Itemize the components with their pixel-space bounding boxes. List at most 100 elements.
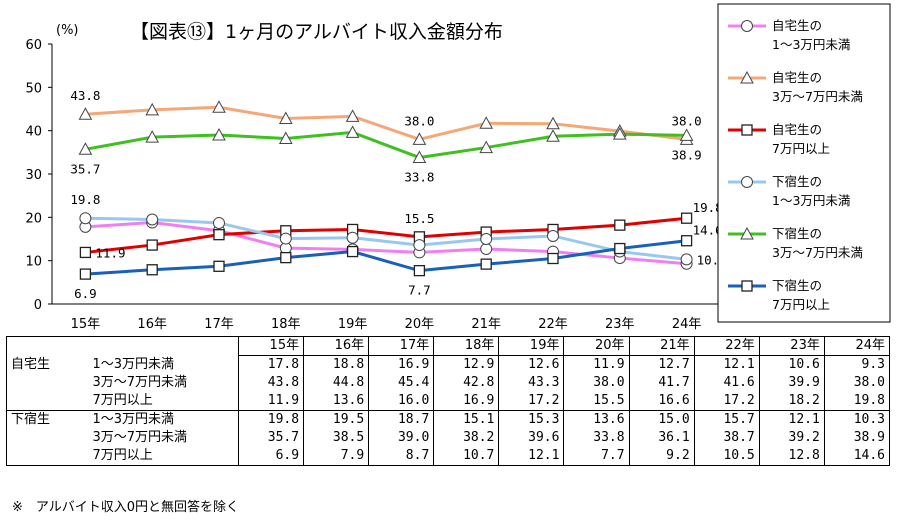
data-point [680, 253, 693, 266]
table-cell: 19.5 [303, 410, 369, 429]
data-point [480, 242, 493, 255]
series-group [85, 216, 687, 254]
table-cell: 38.0 [823, 374, 890, 392]
table-cell: 7.9 [303, 447, 369, 466]
table-row-label: 1～3万円未満 [92, 356, 175, 372]
series-line [85, 130, 687, 160]
data-point [212, 100, 226, 113]
data-point [213, 216, 225, 229]
table-cell: 10.6 [758, 355, 825, 374]
legend-label: 3万～7万円未満 [772, 89, 863, 104]
chart-title: 【図表⑬】1ヶ月のアルバイト収入金額分布 [130, 21, 503, 43]
x-tick-label: 19年 [338, 317, 368, 332]
table-cell: 15.3 [498, 410, 564, 429]
table-group-label [6, 447, 89, 466]
data-point [614, 219, 626, 231]
data-point [212, 127, 226, 141]
line-chart: 0 10 20 30 40 50 60 15年 16年 17年 18年 19年 20年 21年 22年 23… [25, 3, 891, 332]
table-row: 7万円以上 6.9 7.9 8.7 10.7 12.1 7.7 9.2 10.5 12.8 14.6 [6, 447, 890, 466]
table-corner [7, 337, 89, 356]
table-cell: 38.2 [433, 429, 499, 447]
table-cell: 9.2 [628, 447, 695, 466]
table-row: 下宿生 1～3万円未満 19.8 19.5 18.7 15.1 15.3 13.6 15.0 15… [6, 410, 890, 429]
table-group-label [6, 374, 89, 392]
data-point [79, 212, 92, 225]
table-cell: 15.5 [563, 392, 630, 411]
data-point [741, 124, 753, 136]
series-line [85, 216, 687, 261]
table-row-label: 1～3万円未満 [92, 412, 175, 427]
table-year-header: 21年 [628, 336, 695, 356]
data-point [412, 150, 427, 164]
data-point [280, 251, 292, 264]
table-cell: 11.9 [237, 392, 304, 411]
x-tick-label: 21年 [471, 317, 501, 332]
legend-box [717, 3, 891, 323]
table-year-header: 19年 [498, 336, 564, 356]
legend-entry: 自宅生の 7万円以上 [728, 122, 830, 156]
data-label: 38.0 [404, 113, 434, 128]
table-cell: 36.1 [628, 429, 695, 447]
legend-label: 7万円以上 [772, 297, 830, 312]
table-cell: 18.8 [303, 355, 369, 374]
legend-label: 1～3万円未満 [772, 37, 850, 52]
data-point [546, 129, 560, 142]
legend-label: 1～3万円未満 [772, 193, 850, 208]
table-cell: 33.8 [563, 429, 630, 447]
table-row: 3万～7万円未満 35.7 38.5 39.0 38.2 39.6 33.8 36.1 38.7… [6, 429, 890, 447]
data-point [680, 212, 693, 224]
data-point [412, 132, 427, 145]
legend-label: 下宿生の [772, 226, 822, 241]
series-line [85, 216, 687, 254]
y-tick-label: 30 [25, 168, 42, 183]
data-label: 33.8 [404, 170, 434, 185]
data-point [279, 232, 292, 245]
table-group-label: 下宿生 [6, 410, 89, 429]
x-tick-label: 20年 [405, 317, 435, 332]
data-label: 11.9 [95, 245, 125, 260]
table-cell: 12.7 [628, 355, 695, 374]
data-label: 35.7 [70, 161, 100, 176]
series-markers [78, 125, 694, 164]
data-point [547, 229, 559, 242]
table-year-header: 18年 [433, 336, 499, 356]
table-year-header: 16年 [303, 336, 369, 356]
table-cell: 15.0 [628, 410, 695, 429]
table-group-label [6, 392, 89, 411]
data-point [145, 130, 160, 143]
footnote: ※ アルバイト収入0円と無回答を除く [12, 500, 240, 515]
table-cell: 19.8 [237, 410, 304, 429]
table-cell: 12.1 [693, 355, 760, 374]
data-point [213, 229, 225, 241]
table-cell: 9.3 [823, 355, 890, 374]
legend-label: 下宿生の [772, 174, 822, 189]
data-point [480, 258, 492, 270]
data-point [680, 235, 693, 247]
table-group-label: 自宅生 [6, 355, 89, 374]
table-cell: 39.9 [758, 374, 825, 392]
table-row-label: 3万～7万円未満 [92, 430, 188, 445]
table-cell: 16.9 [433, 392, 499, 411]
table-cell: 12.1 [498, 447, 564, 466]
data-point [547, 252, 559, 265]
data-point [78, 142, 93, 155]
data-point [346, 245, 359, 258]
table-row: 自宅生 1～3万円未満 17.8 18.8 16.9 12.9 12.6 11.9 12.7 12… [6, 355, 890, 374]
data-label: 19.8 [693, 200, 723, 215]
table-cell: 35.7 [237, 429, 304, 447]
table-cell: 38.5 [303, 429, 369, 447]
table-row: 3万～7万円未満 43.8 44.8 45.4 42.8 43.3 38.0 41.7 41.6… [6, 374, 890, 392]
legend: 自宅生の1～3万円未満自宅生の3万～7万円未満自宅生の7万円以上下宿生の1～3万… [717, 3, 891, 323]
data-point [546, 116, 560, 130]
table-row-label: 7万円以上 [88, 447, 239, 466]
data-point [213, 260, 225, 272]
table-cell: 18.2 [758, 392, 825, 411]
table-cell: 41.7 [628, 374, 695, 392]
x-tick-label: 24年 [672, 317, 702, 332]
table-row-label: 7万円以上 [88, 392, 239, 411]
table-cell: 8.7 [368, 447, 434, 466]
table-cell: 43.8 [237, 374, 304, 392]
data-point [479, 140, 494, 154]
table-year-header: 15年 [237, 336, 304, 356]
data-point [79, 268, 92, 280]
